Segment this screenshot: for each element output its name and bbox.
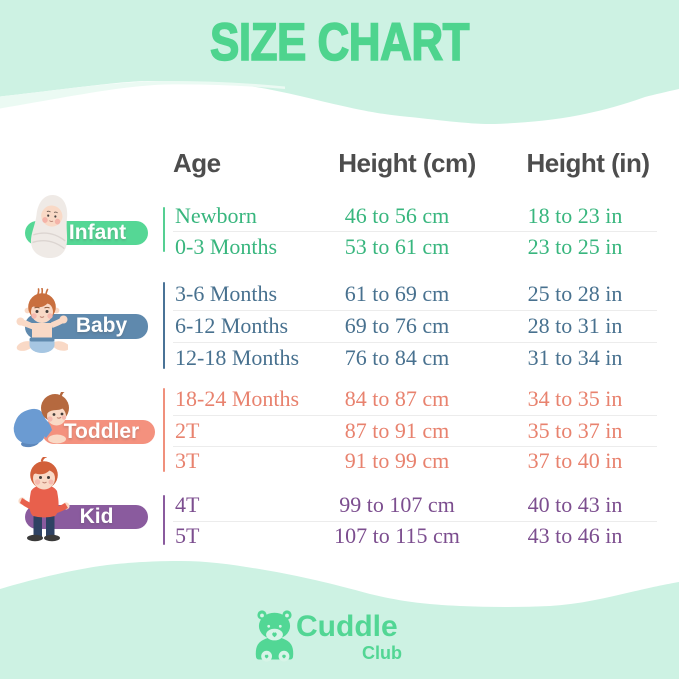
svg-text:Cuddle: Cuddle xyxy=(296,610,398,643)
svg-text:Club: Club xyxy=(362,643,402,663)
